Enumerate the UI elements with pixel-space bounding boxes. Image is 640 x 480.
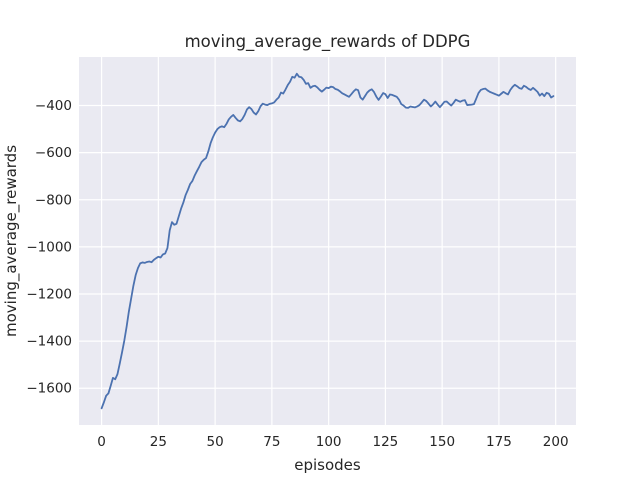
y-tick-label: −600 <box>35 145 72 161</box>
y-tick-label: −1600 <box>26 381 72 397</box>
y-tick-labels: −400 −600 −800 −1000 −1200 −1400 −1600 <box>26 98 72 397</box>
y-axis-label: moving_average_rewards <box>2 145 21 337</box>
gridlines <box>79 57 576 425</box>
plot-area <box>79 57 576 425</box>
x-tick-label: 175 <box>486 434 512 450</box>
x-tick-label: 100 <box>316 434 342 450</box>
x-tick-label: 0 <box>97 434 106 450</box>
x-tick-labels: 0 25 50 75 100 125 150 175 200 <box>97 434 568 450</box>
ddpg-reward-line <box>100 72 555 410</box>
x-tick-label: 200 <box>543 434 569 450</box>
chart-title: moving_average_rewards of DDPG <box>185 32 471 52</box>
x-tick-label: 150 <box>429 434 455 450</box>
y-tick-label: −400 <box>35 98 72 114</box>
y-tick-label: −800 <box>35 192 72 208</box>
y-tick-label: −1400 <box>26 334 72 350</box>
x-tick-label: 50 <box>207 434 224 450</box>
x-tick-label: 75 <box>263 434 280 450</box>
x-tick-label: 125 <box>373 434 399 450</box>
x-tick-label: 25 <box>150 434 167 450</box>
y-tick-label: −1000 <box>26 239 72 255</box>
y-tick-label: −1200 <box>26 287 72 303</box>
x-axis-label: episodes <box>294 456 361 474</box>
